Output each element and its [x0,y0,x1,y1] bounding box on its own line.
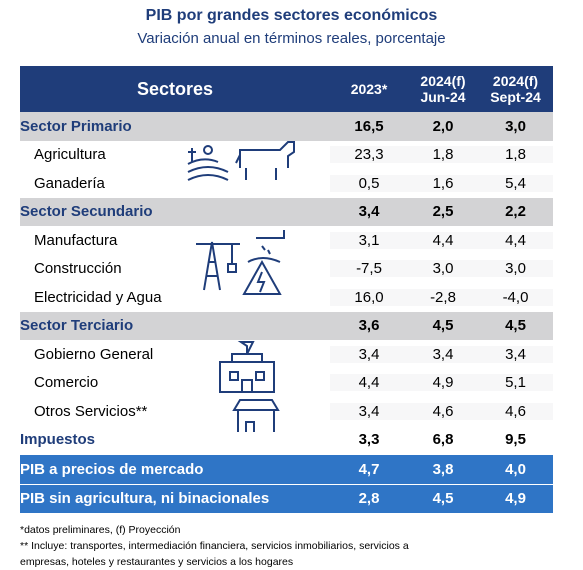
cell-value: 1,6 [408,174,478,192]
row-label: PIB a precios de mercado [20,460,204,478]
footnote: ** Incluye: transportes, intermediación … [20,540,409,568]
cell-value: 5,1 [478,374,553,392]
row-label: Sector Primario [20,117,132,135]
footnote: *datos preliminares, (f) Proyección [20,524,181,536]
cell-value: 2,5 [432,203,454,221]
cell-value: 23,3 [330,146,408,164]
table-row: Comercio 4,4 4,9 5,1 [20,369,553,398]
cell-value: 16,5 [354,117,384,135]
cell-value: 4,6 [408,402,478,420]
cell-value: 4,9 [408,374,478,392]
cell-value: 4,5 [505,317,526,335]
table-row: Gobierno General 3,4 3,4 3,4 [20,340,553,369]
header-row: Sectores 2023* 2024(f) Jun-24 2024(f) Sept-24 [20,66,553,112]
cell-value: 3,4 [478,345,553,363]
cell-value: 3,6 [358,317,380,335]
title: PIB por grandes sectores económicos [145,7,438,24]
table: Sectores 2023* 2024(f) Jun-24 2024(f) Sept-24… [20,66,553,513]
subtitle: Variación anual en términos reales, porc… [137,30,446,47]
header-text: Sectores [136,78,214,99]
cell-value: 3,3 [358,431,380,449]
cell-value: 4,4 [478,231,553,249]
row-label: Comercio [34,374,99,392]
cell-value: 4,5 [432,317,454,335]
cell-value: 4,9 [505,490,526,508]
industry-icon [196,230,285,295]
table-row: Ganadería 0,5 1,6 5,4 [20,169,553,198]
cell-value: 4,4 [330,374,408,392]
row-label: Ganadería [34,174,105,192]
cell-value: 1,8 [478,146,553,164]
header-cell: 2024(f) Jun-24 [408,73,478,105]
cell-value: -4,0 [478,288,553,306]
row-label: Gobierno General [34,345,154,363]
table-row: Sector Terciario 3,6 4,5 4,5 [20,311,553,340]
cell-value: 3,4 [330,402,408,420]
cell-value: 4,6 [478,402,553,420]
footnotes: *datos preliminares, (f) Proyección ** I… [20,522,440,570]
cell-value: 3,8 [432,460,454,478]
cell-value: -2,8 [408,288,478,306]
cell-value: 2,8 [358,490,380,508]
table-row: Manufactura 3,1 4,4 4,4 [20,226,553,255]
row-label: Sector Secundario [20,203,153,221]
cell-value: 4,0 [505,460,526,478]
header-text: Sept-24 [490,89,541,105]
table-row: PIB sin agricultura, ni binacionales 2,8 4… [20,483,553,513]
cell-value: 3,4 [358,203,380,221]
cell-value: 4,7 [358,460,380,478]
cell-value: 3,1 [330,231,408,249]
table-row: Impuestos 3,3 6,8 9,5 [20,426,553,455]
cell-value: 3,4 [408,345,478,363]
cell-value: 2,2 [505,203,526,221]
header-cell: 2023* [330,81,408,97]
cell-value: 6,8 [432,431,454,449]
row-label: Otros Servicios** [34,402,148,420]
cell-value: 0,5 [330,174,408,192]
cell-value: 5,4 [478,174,553,192]
cell-value: 16,0 [330,288,408,306]
cell-value: 4,5 [432,490,454,508]
header-cell: 2024(f) Sept-24 [478,73,553,105]
cell-value: 3,0 [478,260,553,278]
header-text: 2024(f) [492,73,539,89]
table-row: Sector Secundario 3,4 2,5 2,2 [20,197,553,226]
cell-value: 3,0 [408,260,478,278]
cell-value: 3,4 [330,345,408,363]
row-label: Sector Terciario [20,317,134,335]
header-cell: Sectores [20,79,330,100]
row-label: Construcción [34,260,122,278]
table-row: Otros Servicios** 3,4 4,6 4,6 [20,397,553,426]
table-row: Electricidad y Agua 16,0 -2,8 -4,0 [20,283,553,312]
services-icon [219,341,280,432]
cell-value: 3,0 [505,117,526,135]
cell-value: 2,0 [432,117,454,135]
cell-value: -7,5 [330,260,408,278]
row-label: Electricidad y Agua [34,288,162,306]
cell-value: 9,5 [505,431,526,449]
table-row: Agricultura 23,3 1,8 1,8 [20,141,553,170]
table-row: Construcción -7,5 3,0 3,0 [20,255,553,284]
table-row: PIB a precios de mercado 4,7 3,8 4,0 [20,454,553,484]
row-label: Agricultura [34,146,106,164]
header-text: Jun-24 [420,89,466,105]
cell-value: 1,8 [408,146,478,164]
table-row: Sector Primario 16,5 2,0 3,0 [20,112,553,141]
header-text: 2024(f) [420,73,466,89]
cell-value: 4,4 [408,231,478,249]
row-label: Impuestos [20,431,96,449]
row-label: Manufactura [34,231,118,249]
row-label: PIB sin agricultura, ni binacionales [20,490,270,508]
header-text: 2023* [350,81,388,97]
agriculture-icon [187,141,295,181]
